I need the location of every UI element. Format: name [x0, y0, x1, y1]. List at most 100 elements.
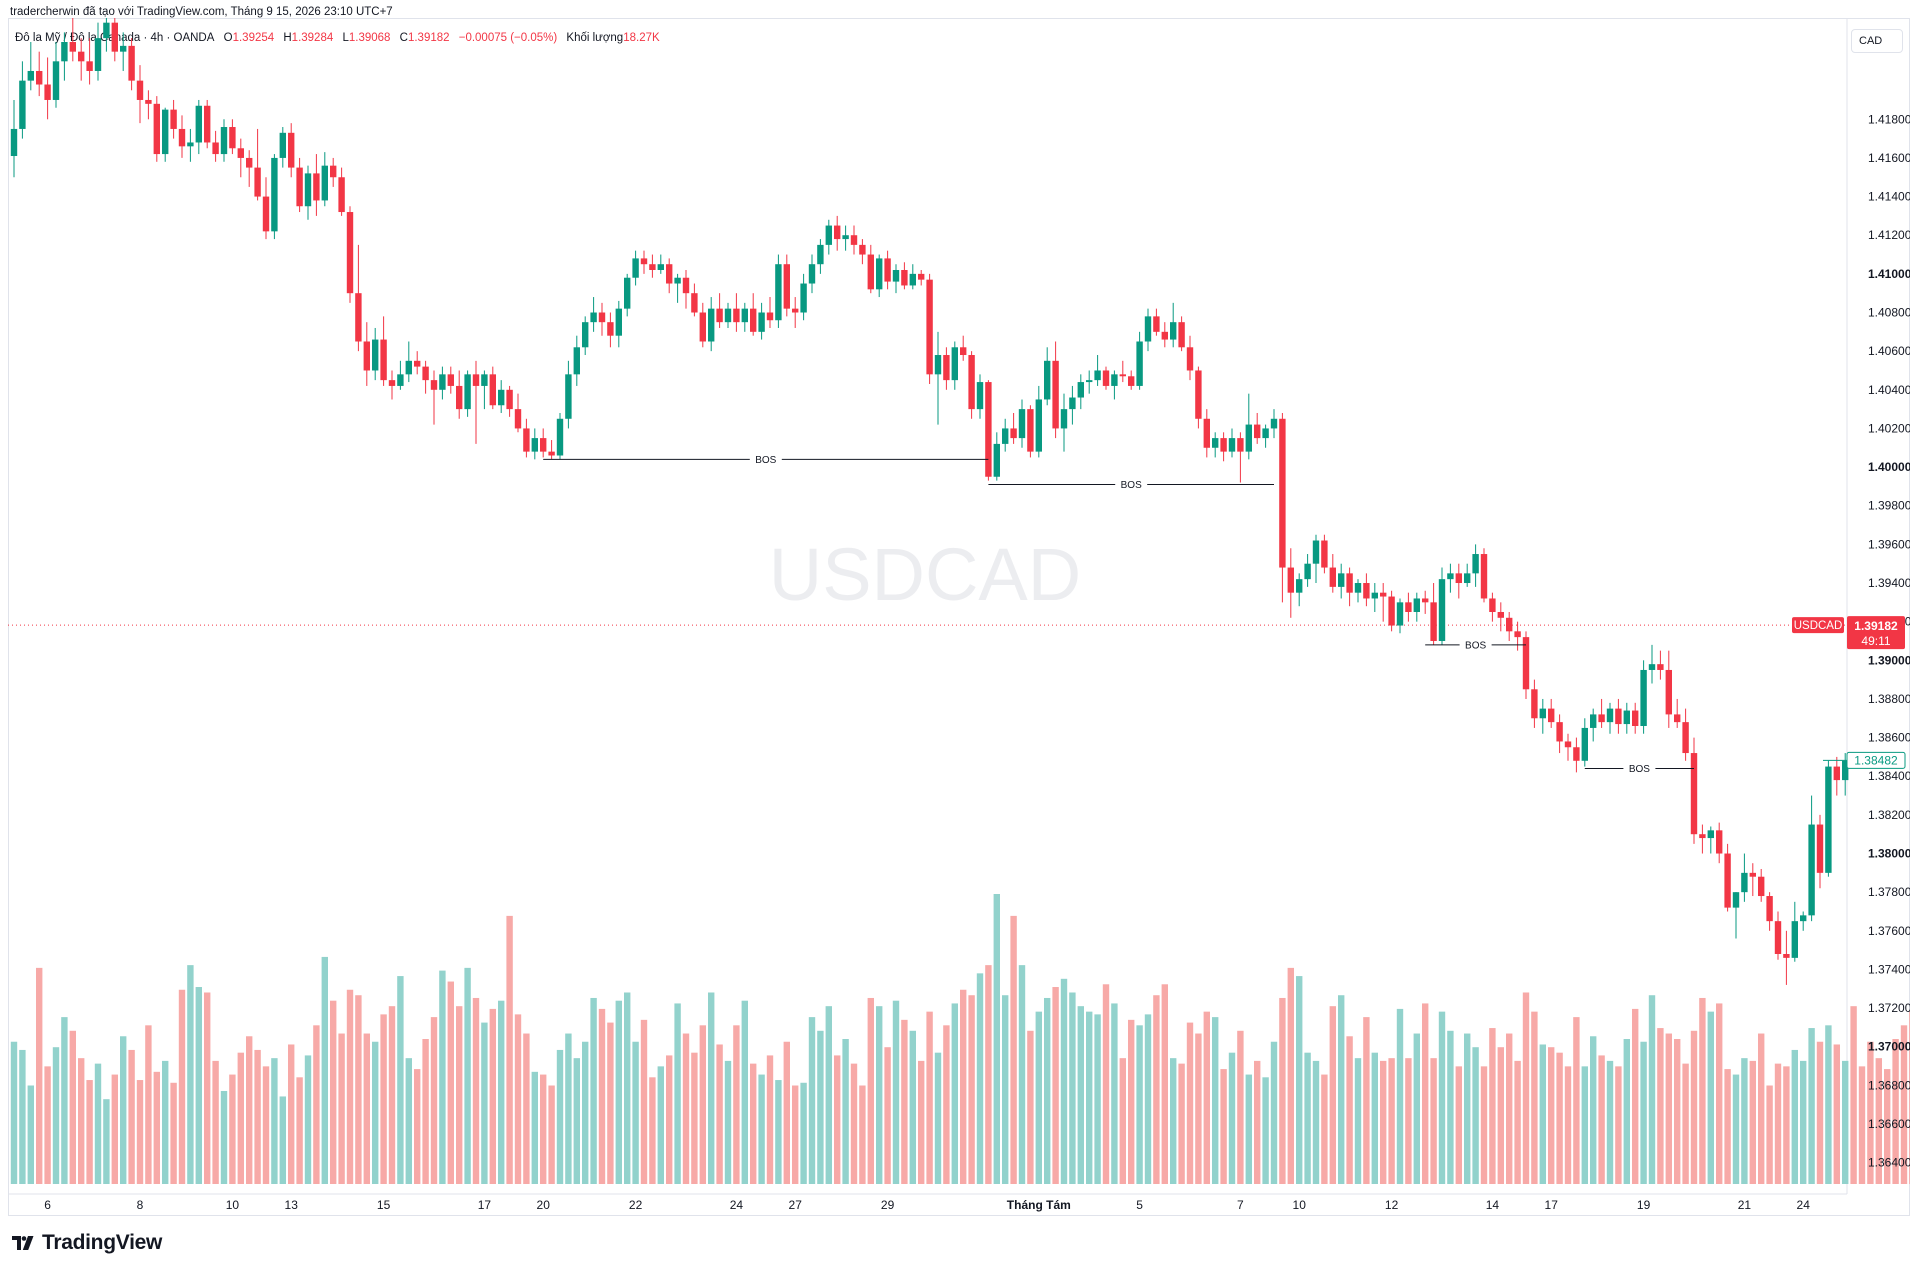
candle-body[interactable] — [1203, 418, 1210, 448]
candle-body[interactable] — [590, 312, 597, 323]
candle-body[interactable] — [1371, 592, 1378, 599]
candle-body[interactable] — [103, 22, 110, 39]
candle-body[interactable] — [1816, 824, 1824, 873]
candle-body[interactable] — [19, 80, 26, 129]
candle-body[interactable] — [750, 308, 757, 332]
candle-body[interactable] — [372, 339, 379, 371]
candle-body[interactable] — [1069, 397, 1076, 410]
candle-body[interactable] — [36, 70, 43, 85]
candle-body[interactable] — [1674, 714, 1681, 723]
candle-body[interactable] — [758, 312, 765, 332]
candle-body[interactable] — [1102, 370, 1110, 386]
candle-body[interactable] — [951, 347, 958, 381]
candle-body[interactable] — [1606, 708, 1614, 723]
candle-body[interactable] — [674, 277, 681, 284]
candle-body[interactable] — [1657, 664, 1664, 670]
candle-body[interactable] — [1724, 853, 1731, 908]
candle-body[interactable] — [783, 264, 790, 309]
candle-body[interactable] — [187, 142, 194, 147]
candle-body[interactable] — [607, 322, 614, 336]
candle-body[interactable] — [1245, 424, 1252, 452]
candle-body[interactable] — [926, 279, 933, 375]
candle-body[interactable] — [1312, 540, 1320, 564]
candle-body[interactable] — [44, 84, 51, 100]
candle-body[interactable] — [304, 173, 312, 207]
candle-body[interactable] — [1464, 573, 1471, 584]
candle-body[interactable] — [246, 157, 253, 168]
candle-body[interactable] — [1480, 554, 1488, 599]
candle-body[interactable] — [153, 103, 160, 155]
candle-body[interactable] — [1111, 374, 1118, 386]
candle-body[interactable] — [640, 258, 648, 265]
candle-body[interactable] — [355, 293, 362, 342]
candle-body[interactable] — [1506, 617, 1513, 632]
candle-body[interactable] — [204, 105, 211, 143]
candle-body[interactable] — [313, 173, 320, 201]
candle-body[interactable] — [1086, 380, 1093, 383]
candle-body[interactable] — [1808, 824, 1815, 916]
candle-body[interactable] — [1262, 428, 1269, 439]
candle-body[interactable] — [1749, 872, 1756, 877]
candle-body[interactable] — [1573, 747, 1580, 761]
candle-body[interactable] — [1044, 360, 1051, 400]
candle-body[interactable] — [1842, 760, 1849, 781]
candle-body[interactable] — [1640, 669, 1647, 726]
candle-body[interactable] — [388, 380, 396, 386]
candle-body[interactable] — [262, 196, 270, 232]
candle-body[interactable] — [1186, 347, 1194, 371]
candle-body[interactable] — [1363, 583, 1370, 599]
candle-body[interactable] — [918, 273, 925, 280]
candle-body[interactable] — [691, 293, 698, 313]
candle-body[interactable] — [682, 277, 690, 294]
candle-body[interactable] — [1825, 766, 1832, 873]
candle-body[interactable] — [1052, 360, 1059, 429]
candle-body[interactable] — [1800, 915, 1807, 922]
candle-body[interactable] — [1002, 428, 1009, 444]
candle-body[interactable] — [69, 42, 76, 52]
candle-body[interactable] — [279, 132, 286, 158]
candle-body[interactable] — [766, 312, 774, 321]
candle-body[interactable] — [531, 438, 538, 452]
candle-body[interactable] — [1422, 598, 1429, 603]
candle-body[interactable] — [1220, 438, 1227, 452]
tradingview-logo[interactable]: TradingView — [12, 1231, 162, 1255]
candle-body[interactable] — [1380, 592, 1387, 597]
candle-body[interactable] — [237, 148, 244, 158]
candle-body[interactable] — [1060, 409, 1068, 429]
candle-body[interactable] — [1539, 708, 1546, 719]
candle-body[interactable] — [1119, 374, 1126, 377]
candle-body[interactable] — [724, 308, 732, 323]
currency-button[interactable]: CAD — [1851, 29, 1903, 53]
candle-body[interactable] — [598, 312, 606, 323]
candle-body[interactable] — [699, 312, 706, 342]
candle-body[interactable] — [52, 61, 60, 100]
candle-body[interactable] — [1254, 424, 1261, 439]
candle-body[interactable] — [296, 167, 303, 207]
candle-body[interactable] — [86, 61, 93, 71]
candle-body[interactable] — [1632, 710, 1639, 726]
candle-body[interactable] — [1741, 872, 1748, 893]
candle-body[interactable] — [1405, 602, 1412, 612]
candle-body[interactable] — [733, 308, 740, 323]
candle-body[interactable] — [498, 389, 505, 406]
candle-body[interactable] — [632, 258, 639, 278]
candle-body[interactable] — [1296, 579, 1303, 593]
candle-body[interactable] — [792, 308, 799, 313]
candle-body[interactable] — [884, 258, 891, 282]
candle-body[interactable] — [657, 264, 664, 270]
candle-body[interactable] — [414, 360, 421, 367]
candle-body[interactable] — [447, 374, 454, 386]
candle-body[interactable] — [1035, 399, 1042, 452]
candle-body[interactable] — [775, 264, 782, 321]
candle-body[interactable] — [1447, 573, 1454, 580]
candle-body[interactable] — [582, 322, 589, 348]
candle-body[interactable] — [1598, 714, 1605, 723]
candle-body[interactable] — [120, 45, 127, 52]
candle-body[interactable] — [909, 273, 916, 286]
candle-body[interactable] — [1321, 540, 1328, 568]
candle-body[interactable] — [943, 355, 950, 381]
candle-body[interactable] — [1766, 896, 1773, 922]
candle-body[interactable] — [960, 347, 967, 356]
candle-body[interactable] — [842, 235, 849, 240]
candle-body[interactable] — [1128, 376, 1135, 386]
